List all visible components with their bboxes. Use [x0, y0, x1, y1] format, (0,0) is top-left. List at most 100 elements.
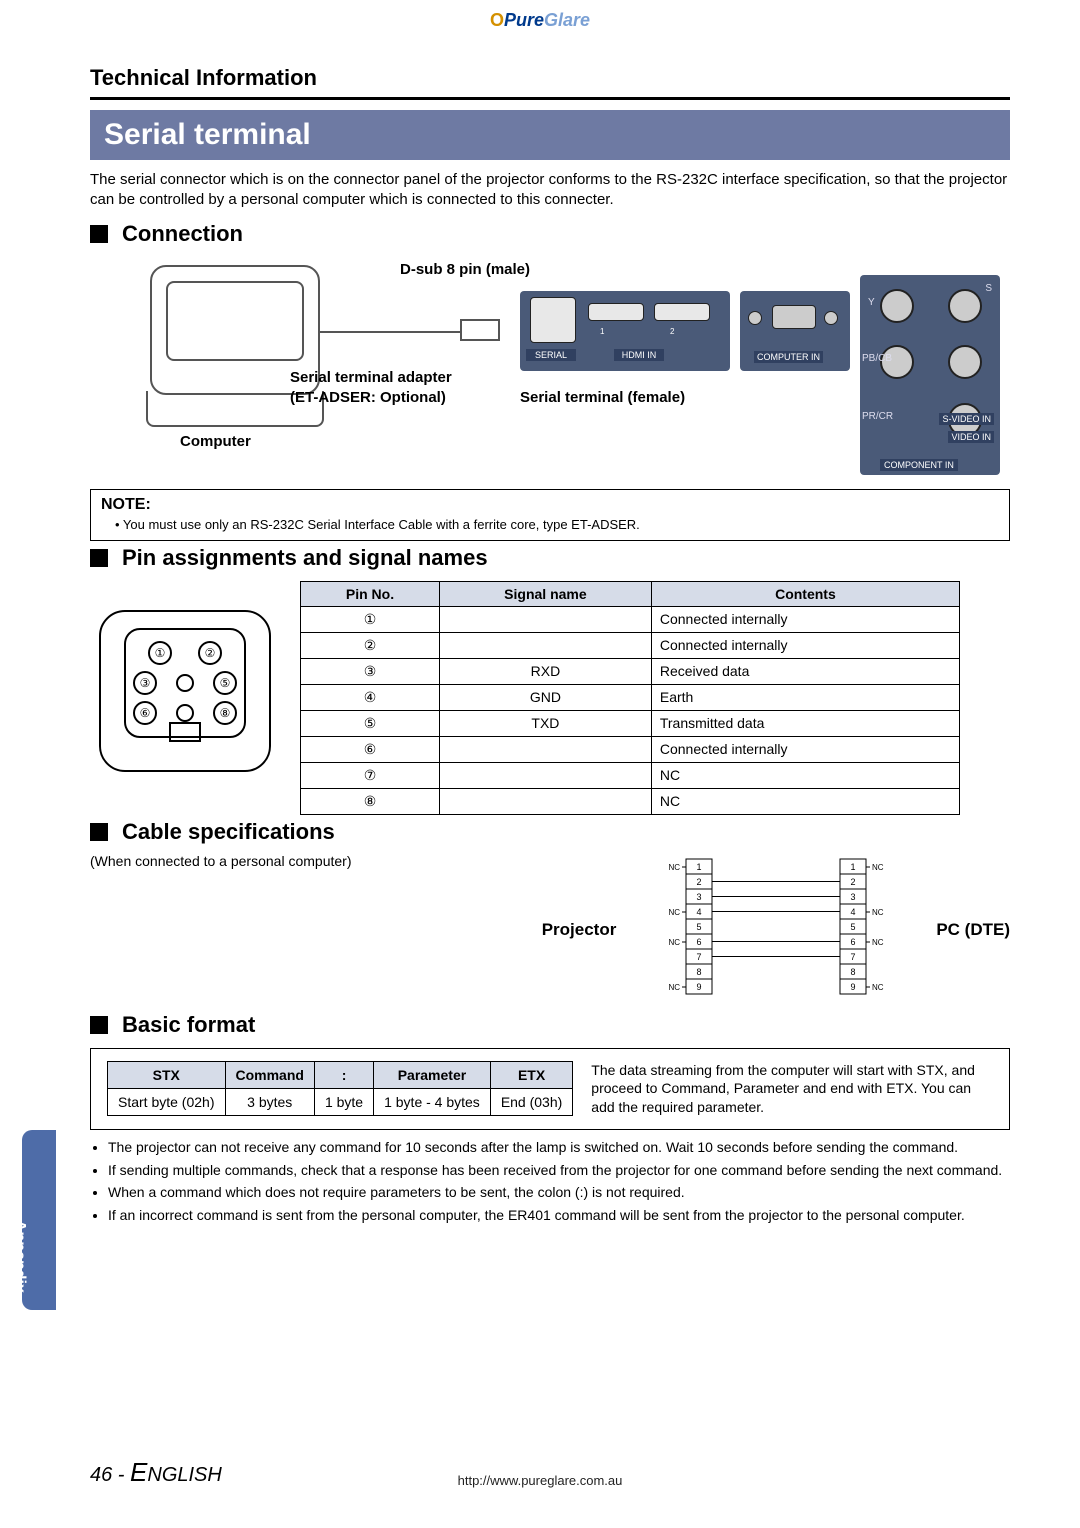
connector-diagram-icon: ① ② ③ ⑤ ⑥ ⑧: [90, 581, 280, 815]
svg-text:8: 8: [697, 967, 702, 977]
svg-text:①: ①: [155, 646, 166, 660]
brand-pure: Pure: [504, 10, 544, 30]
pin-header-contents: Contents: [651, 581, 959, 606]
subhead-connection: Connection: [122, 221, 243, 247]
computer-label: Computer: [180, 433, 251, 450]
svg-text:9: 9: [697, 982, 702, 992]
bf-colon: 1 byte: [314, 1088, 373, 1115]
svg-text:NC: NC: [669, 863, 681, 872]
svg-text:NC: NC: [872, 863, 884, 872]
svg-text:2: 2: [697, 877, 702, 887]
svg-text:2: 2: [851, 877, 856, 887]
panel-num-2: 2: [670, 327, 674, 336]
pin-signal: RXD: [439, 658, 651, 684]
pin-header-signal: Signal name: [439, 581, 651, 606]
pin-signal: [439, 788, 651, 814]
note-title: NOTE:: [101, 496, 999, 514]
section-banner: Serial terminal: [90, 110, 1010, 160]
pin-contents: Transmitted data: [651, 710, 959, 736]
pin-no: ③: [301, 658, 440, 684]
table-row: ⑧ NC: [301, 788, 960, 814]
side-tab-label: Appendix: [10, 1220, 28, 1293]
pin-no: ①: [301, 606, 440, 632]
pin-contents: Received data: [651, 658, 959, 684]
svg-text:⑥: ⑥: [140, 706, 151, 720]
svg-text:NC: NC: [872, 908, 884, 917]
list-item: When a command which does not require pa…: [108, 1183, 1010, 1203]
svg-text:7: 7: [697, 952, 702, 962]
bullet-icon: [90, 823, 108, 841]
svg-text:⑤: ⑤: [220, 676, 231, 690]
svg-text:⑧: ⑧: [220, 706, 231, 720]
svg-text:7: 7: [851, 952, 856, 962]
note-text: • You must use only an RS-232C Serial In…: [101, 514, 999, 534]
pin-contents: Connected internally: [651, 632, 959, 658]
pin-no: ⑧: [301, 788, 440, 814]
svg-text:NC: NC: [872, 938, 884, 947]
cable-note: (When connected to a personal computer): [90, 853, 522, 869]
subhead-cable: Cable specifications: [122, 819, 335, 845]
pin-no: ②: [301, 632, 440, 658]
svg-text:②: ②: [205, 646, 216, 660]
bf-h-colon: :: [314, 1061, 373, 1088]
pin-contents: NC: [651, 788, 959, 814]
svg-text:8: 8: [851, 967, 856, 977]
panel-serial-label: SERIAL: [526, 349, 576, 361]
intro-text: The serial connector which is on the con…: [90, 170, 1010, 211]
pin-no: ④: [301, 684, 440, 710]
svg-text:3: 3: [851, 892, 856, 902]
pin-area: ① ② ③ ⑤ ⑥ ⑧ Pin No. Signal: [90, 581, 1010, 815]
pc-dte-label: PC (DTE): [936, 920, 1010, 940]
bf-stx: Start byte (02h): [108, 1088, 226, 1115]
svg-text:6: 6: [851, 937, 856, 947]
footer-url: http://www.pureglare.com.au: [0, 1473, 1080, 1488]
svg-text:NC: NC: [669, 983, 681, 992]
svg-text:NC: NC: [669, 938, 681, 947]
serial-female-label: Serial terminal (female): [520, 389, 685, 406]
basic-format-desc: The data streaming from the computer wil…: [591, 1061, 993, 1118]
bf-etx: End (03h): [490, 1088, 572, 1115]
svg-text:1: 1: [697, 862, 702, 872]
connection-diagram: D-sub 8 pin (male) Serial terminal adapt…: [90, 255, 1010, 485]
pin-contents: NC: [651, 762, 959, 788]
basic-format-bullets: The projector can not receive any comman…: [90, 1138, 1010, 1225]
pin-signal: [439, 606, 651, 632]
list-item: If sending multiple commands, check that…: [108, 1161, 1010, 1181]
bf-h-command: Command: [225, 1061, 314, 1088]
pin-no: ⑤: [301, 710, 440, 736]
bullet-icon: [90, 225, 108, 243]
adapter-label-2: (ET-ADSER: Optional): [290, 389, 446, 406]
table-row: ①Connected internally: [301, 606, 960, 632]
svg-text:5: 5: [697, 922, 702, 932]
pin-signal: TXD: [439, 710, 651, 736]
subhead-basic: Basic format: [122, 1012, 255, 1038]
brand-header: OPureGlare: [0, 0, 1080, 37]
svg-text:4: 4: [697, 907, 702, 917]
cable-line-icon: [320, 331, 460, 333]
bf-cmd: 3 bytes: [225, 1088, 314, 1115]
pin-signal: [439, 736, 651, 762]
bullet-icon: [90, 549, 108, 567]
videoin-label: VIDEO IN: [948, 431, 994, 443]
prcr-label: PR/CR: [862, 411, 893, 422]
svg-text:NC: NC: [872, 983, 884, 992]
svg-text:6: 6: [697, 937, 702, 947]
svg-text:NC: NC: [669, 908, 681, 917]
pin-contents: Connected internally: [651, 736, 959, 762]
pin-signal: [439, 632, 651, 658]
pin-no: ⑦: [301, 762, 440, 788]
serial-panel-icon: SERIAL HDMI IN 1 2: [520, 291, 730, 371]
divider: [90, 97, 1010, 100]
svg-text:③: ③: [140, 676, 151, 690]
pin-no: ⑥: [301, 736, 440, 762]
adapter-label-1: Serial terminal adapter: [290, 369, 452, 386]
pin-signal: [439, 762, 651, 788]
bf-h-parameter: Parameter: [374, 1061, 491, 1088]
adapter-icon: [460, 319, 500, 341]
projector-label: Projector: [542, 920, 617, 940]
bf-h-etx: ETX: [490, 1061, 572, 1088]
svideo-label: S-VIDEO IN: [939, 413, 994, 425]
basic-format-box: STX Command : Parameter ETX Start byte (…: [90, 1048, 1010, 1131]
brand-o-icon: O: [490, 10, 504, 30]
bf-param: 1 byte - 4 bytes: [374, 1088, 491, 1115]
